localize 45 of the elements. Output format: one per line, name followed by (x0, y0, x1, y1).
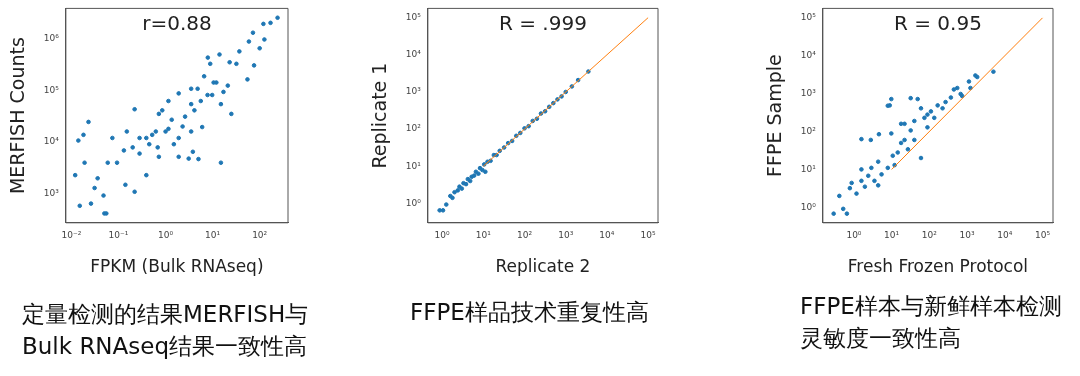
y-tick-label: 10³ (43, 188, 60, 199)
y-tick-label: 10⁵ (43, 84, 60, 95)
annotation: R = .999 (498, 10, 587, 35)
x-tick-label: 10¹ (205, 229, 221, 240)
y-tick-label: 10³ (405, 86, 422, 97)
x-tick-label: 10² (252, 229, 268, 240)
y-tick-label: 10⁴ (405, 49, 422, 60)
x-tick-label: 10⁻¹ (108, 229, 129, 240)
y-axis-title: FFPE Sample (763, 54, 786, 177)
y-tick-label: 10⁰ (405, 197, 422, 208)
x-tick-label: 10¹ (475, 229, 492, 240)
x-tick-label: 10⁰ (158, 229, 174, 240)
x-tick-label: 10¹ (884, 229, 900, 240)
y-tick-label: 10⁵ (800, 12, 817, 23)
y-tick-label: 10³ (800, 88, 817, 98)
y-tick-label: 10⁰ (800, 201, 817, 212)
y-axis-title: Replicate 1 (368, 62, 391, 169)
y-tick-label: 10² (800, 125, 817, 136)
text: FFPE样本与新鲜样本检测灵敏度一致性高 (800, 292, 1063, 353)
y-tick-label: 10⁶ (43, 32, 60, 43)
x-axis-title: Fresh Frozen Protocol (847, 256, 1029, 277)
x-tick-label: 10⁴ (599, 229, 615, 240)
text: FFPE样品技术重复性高 (410, 298, 650, 327)
x-tick-label: 10⁵ (1034, 229, 1051, 240)
annotation: r=0.88 (142, 10, 212, 35)
x-tick-label: 10² (921, 229, 938, 240)
x-tick-label: 10⁴ (997, 229, 1013, 240)
annotation: R = 0.95 (893, 10, 982, 35)
x-axis-title: FPKM (Bulk RNAseq) (90, 256, 264, 277)
x-tick-label: 10⁻² (61, 229, 82, 240)
y-tick-label: 10⁵ (405, 12, 422, 23)
y-tick-label: 10⁴ (43, 136, 60, 147)
x-tick-label: 10⁵ (640, 229, 657, 240)
y-tick-label: 10⁴ (800, 50, 817, 61)
x-axis-title: Replicate 2 (495, 256, 591, 277)
text: 定量检测的结果MERFISH与Bulk RNAseq结果一致性高 (22, 300, 310, 361)
x-tick-label: 10³ (558, 229, 574, 240)
x-tick-label: 10⁰ (846, 229, 862, 240)
x-tick-label: 10² (516, 229, 533, 240)
y-tick-label: 10¹ (405, 160, 422, 171)
y-tick-label: 10² (405, 123, 422, 134)
x-tick-label: 10⁰ (434, 229, 451, 240)
x-tick-label: 10³ (959, 229, 975, 240)
y-axis-title: MERFISH Counts (6, 37, 29, 195)
y-tick-label: 10¹ (800, 163, 817, 174)
